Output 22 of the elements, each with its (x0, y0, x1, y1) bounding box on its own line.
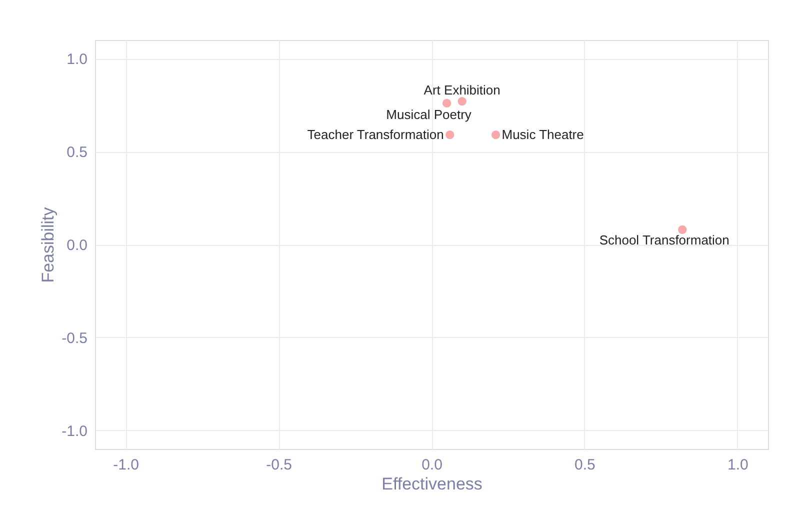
point (491, 130, 500, 140)
point (446, 130, 454, 140)
point (678, 225, 687, 234)
x-tick-label: -0.5 (266, 456, 292, 474)
x-axis-title: Effectiveness (382, 474, 482, 494)
x-tick-label: -1.0 (113, 456, 140, 474)
x-tick-label: 0.5 (574, 456, 596, 474)
x-tick-label: 0.0 (422, 456, 442, 474)
point (442, 98, 452, 108)
y-tick-label: -1.0 (62, 422, 88, 440)
y-axis-title: Feasibility (38, 206, 58, 283)
annotation: Teacher Transformation (307, 126, 444, 142)
y-tick-label: 0.0 (66, 237, 88, 254)
annotation: School Transformation (599, 232, 730, 248)
annotation: Musical Poetry (386, 107, 472, 122)
annotation: Art Exhibition (424, 82, 500, 98)
y-tick-label: 1.0 (66, 51, 88, 68)
point (458, 97, 466, 106)
y-tick-label: 0.5 (66, 144, 88, 162)
annotation: Music Theatre (502, 126, 584, 142)
x-tick-label: 1.0 (727, 456, 748, 474)
y-tick-label: -0.5 (62, 330, 88, 347)
